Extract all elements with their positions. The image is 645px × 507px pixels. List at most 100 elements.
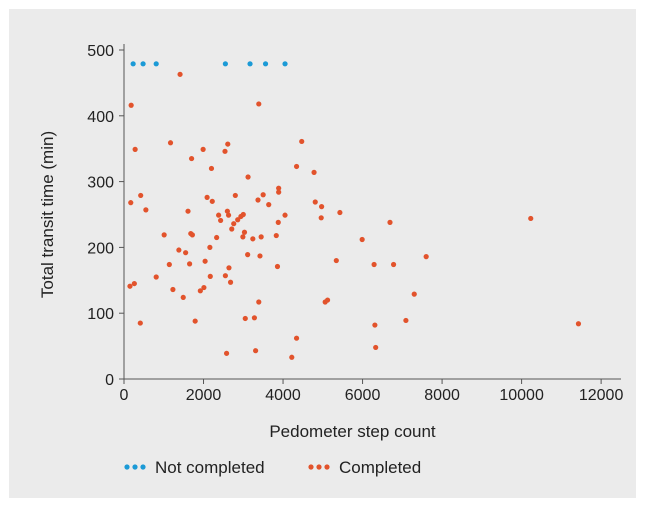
data-point-completed [256, 299, 262, 305]
data-point-completed [255, 197, 261, 203]
data-point-completed [128, 200, 134, 206]
data-point-completed [189, 232, 195, 238]
legend-dot [132, 464, 138, 470]
data-point-completed [276, 189, 282, 195]
data-point-not-completed [222, 61, 228, 67]
legend-dot [324, 464, 330, 470]
data-point-completed [209, 198, 215, 204]
data-point-completed [202, 258, 208, 264]
data-point-completed [371, 261, 377, 268]
x-tick-label: 0 [120, 387, 129, 404]
data-point-completed [232, 192, 238, 199]
data-point-completed [333, 257, 339, 264]
data-point-completed [276, 185, 282, 191]
chart-figure: 0 100 200 300 400 500 0 2000 4000 6000 8000 10000 12… [9, 9, 636, 498]
data-point-completed [222, 273, 228, 279]
legend-dot [140, 464, 146, 470]
legend: Not completed Completed [124, 458, 421, 477]
data-point-completed [324, 297, 331, 303]
data-point-completed [167, 140, 174, 146]
data-point-completed [319, 204, 325, 210]
y-tick-label: 300 [87, 175, 114, 192]
data-point-completed [204, 194, 210, 200]
data-point-completed [245, 174, 251, 180]
data-point-not-completed [130, 61, 136, 67]
data-point-completed [242, 315, 248, 322]
axis-ticks: 0 100 200 300 400 500 0 2000 4000 6000 8000 10000 12… [87, 43, 623, 404]
data-point-completed [253, 348, 259, 354]
data-point-completed [250, 236, 256, 242]
x-tick-label: 8000 [424, 387, 460, 404]
data-point-completed [214, 234, 220, 241]
data-point-completed [224, 208, 230, 214]
axes [123, 44, 621, 380]
data-point-completed [240, 211, 246, 218]
data-point-not-completed [247, 61, 253, 67]
data-point-completed [293, 163, 300, 170]
legend-marker-not-completed [124, 464, 146, 470]
data-point-completed [411, 291, 417, 297]
legend-label-completed: Completed [339, 458, 421, 477]
data-point-completed [575, 321, 582, 327]
data-point-not-completed [140, 61, 146, 67]
data-point-completed [201, 284, 207, 291]
data-point-completed [187, 261, 193, 267]
x-axis-title: Pedometer step count [269, 422, 436, 441]
legend-label-not-completed: Not completed [155, 458, 265, 477]
x-tick-label: 6000 [345, 387, 381, 404]
x-tick-label: 10000 [499, 387, 544, 404]
data-point-completed [266, 202, 272, 208]
data-point-completed [359, 236, 365, 243]
data-point-not-completed [153, 61, 159, 67]
data-point-completed [229, 226, 235, 232]
data-point-completed [128, 102, 134, 108]
data-point-completed [188, 155, 195, 162]
data-point-completed [127, 283, 133, 289]
data-point-completed [143, 207, 149, 213]
data-point-completed [153, 274, 159, 280]
data-point-completed [372, 322, 378, 328]
legend-dot [316, 464, 322, 470]
data-point-not-completed [262, 61, 269, 67]
data-point-completed [226, 265, 232, 271]
y-axis-title: Total transit time (min) [38, 131, 57, 298]
x-tick-label: 2000 [186, 387, 222, 404]
data-point-completed [299, 138, 305, 145]
data-point-completed [161, 232, 167, 238]
data-point-completed [282, 212, 288, 218]
data-point-completed [258, 234, 264, 240]
data-point-completed [225, 212, 232, 218]
data-point-completed [311, 169, 317, 175]
data-point-completed [207, 273, 213, 279]
data-point-completed [528, 215, 534, 222]
legend-dot [308, 464, 314, 470]
data-point-completed [260, 192, 266, 198]
data-point-completed [208, 165, 215, 172]
data-point-completed [132, 146, 138, 152]
data-point-completed [216, 212, 222, 218]
data-point-completed [256, 101, 262, 107]
data-point-completed [138, 192, 144, 199]
scatter-chart: 0 100 200 300 400 500 0 2000 4000 6000 8000 10000 12… [38, 43, 623, 477]
data-point-completed [185, 208, 191, 214]
data-point-completed [274, 263, 281, 270]
data-point-completed [166, 261, 172, 268]
data-point-completed [223, 350, 230, 356]
data-point-completed [240, 234, 246, 240]
data-point-completed [245, 252, 251, 258]
data-point-completed [218, 217, 224, 224]
legend-marker-completed [308, 464, 330, 470]
y-tick-label: 0 [105, 372, 114, 389]
data-points [127, 61, 582, 360]
data-point-completed [225, 141, 231, 147]
data-point-not-completed [282, 61, 288, 67]
data-point-completed [241, 229, 248, 235]
x-tick-label: 12000 [579, 387, 624, 404]
data-point-completed [137, 320, 143, 326]
data-point-completed [373, 344, 379, 351]
legend-dot [124, 464, 130, 470]
data-point-completed [200, 146, 206, 152]
data-point-completed [273, 232, 279, 239]
data-point-completed [131, 280, 137, 287]
data-point-completed [251, 315, 258, 321]
